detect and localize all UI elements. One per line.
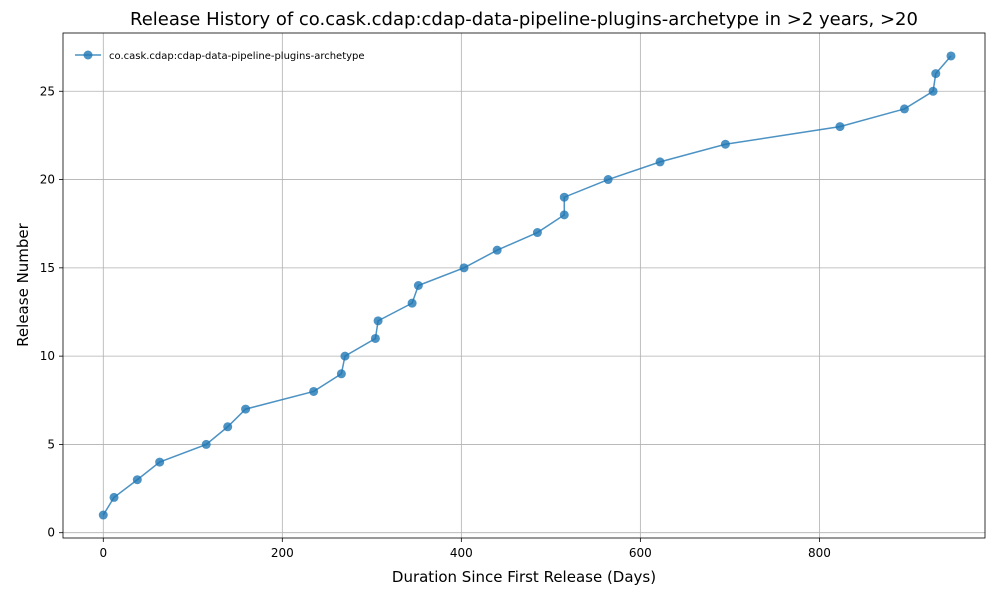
data-point bbox=[835, 122, 845, 132]
data-point bbox=[201, 439, 211, 449]
data-point bbox=[132, 475, 142, 485]
data-point bbox=[309, 386, 319, 396]
legend-entry-label: co.cask.cdap:cdap-data-pipeline-plugins-… bbox=[109, 51, 365, 62]
y-tick-label: 20 bbox=[40, 173, 55, 187]
data-point bbox=[532, 228, 542, 238]
data-point bbox=[340, 351, 350, 361]
x-tick-label: 200 bbox=[271, 546, 294, 560]
data-point bbox=[98, 510, 108, 520]
y-axis-label: Release Number bbox=[14, 222, 32, 346]
y-tick-label: 10 bbox=[40, 349, 55, 363]
data-point bbox=[223, 422, 233, 432]
data-point bbox=[899, 104, 909, 114]
data-point bbox=[370, 333, 380, 343]
data-point bbox=[155, 457, 165, 467]
axis-ticks: 0 200 400 600 800 0 5 10 15 20 25 bbox=[40, 84, 831, 560]
data-point bbox=[413, 281, 423, 290]
y-tick-label: 0 bbox=[47, 526, 55, 540]
legend-marker-swatch bbox=[83, 50, 93, 60]
data-point bbox=[720, 139, 730, 149]
data-point bbox=[931, 69, 941, 79]
x-tick-label: 600 bbox=[629, 546, 652, 560]
data-point bbox=[407, 298, 417, 308]
series-layer bbox=[98, 51, 956, 520]
data-point bbox=[459, 263, 469, 273]
data-point bbox=[946, 51, 956, 61]
x-axis-label: Duration Since First Release (Days) bbox=[392, 568, 656, 586]
legend: co.cask.cdap:cdap-data-pipeline-plugins-… bbox=[75, 50, 365, 62]
data-point bbox=[559, 210, 569, 220]
chart-title: Release History of co.cask.cdap:cdap-dat… bbox=[130, 9, 918, 30]
x-tick-label: 0 bbox=[99, 546, 107, 560]
y-tick-label: 25 bbox=[40, 84, 55, 98]
plot-frame bbox=[62, 32, 986, 539]
y-tick-label: 5 bbox=[47, 437, 55, 451]
data-point bbox=[559, 192, 569, 202]
x-tick-label: 800 bbox=[808, 546, 831, 560]
data-point bbox=[336, 369, 346, 379]
data-point bbox=[655, 157, 665, 167]
y-tick-label: 15 bbox=[40, 261, 55, 275]
data-point bbox=[109, 492, 119, 502]
data-point bbox=[928, 86, 938, 96]
x-tick-label: 400 bbox=[450, 546, 473, 560]
data-point bbox=[241, 404, 251, 414]
grid-lines bbox=[63, 33, 985, 538]
data-point bbox=[492, 245, 502, 255]
data-point bbox=[603, 175, 613, 185]
data-point bbox=[373, 316, 383, 326]
